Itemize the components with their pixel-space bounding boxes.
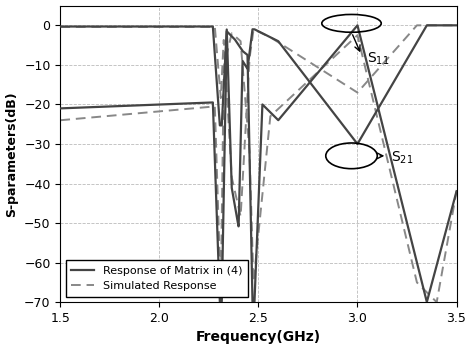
Text: $\mathregular{S_{11}}$: $\mathregular{S_{11}}$	[367, 51, 390, 67]
Legend: Response of Matrix in (4), Simulated Response: Response of Matrix in (4), Simulated Res…	[66, 260, 248, 296]
Y-axis label: S-parameters(dB): S-parameters(dB)	[6, 91, 18, 217]
Text: $\mathregular{S_{21}}$: $\mathregular{S_{21}}$	[391, 150, 413, 166]
X-axis label: Frequency(GHz): Frequency(GHz)	[196, 330, 321, 344]
